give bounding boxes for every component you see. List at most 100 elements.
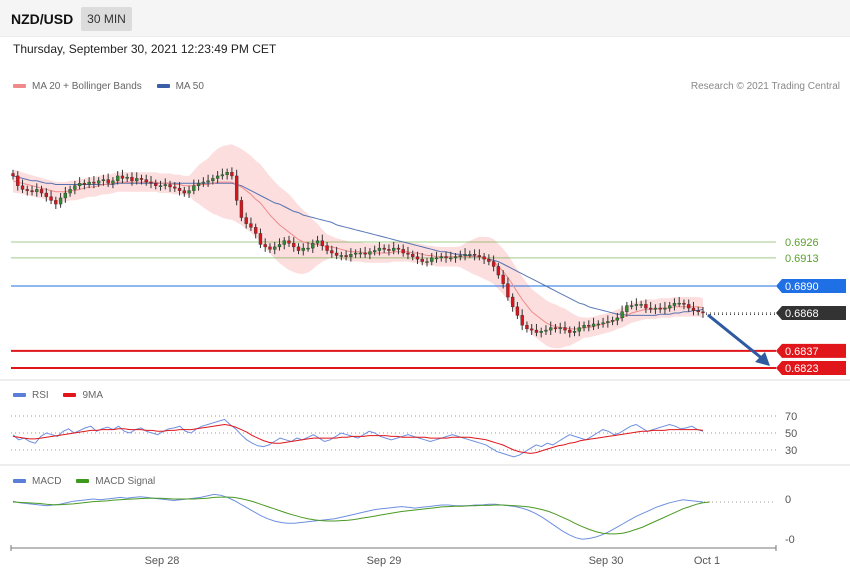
- candle: [263, 244, 267, 248]
- legend-ma20: MA 20 + Bollinger Bands: [13, 81, 142, 92]
- candle: [106, 179, 110, 184]
- candle: [610, 320, 615, 322]
- candle: [515, 306, 520, 316]
- candle: [368, 251, 372, 255]
- candle: [687, 304, 691, 309]
- candle: [563, 327, 567, 331]
- timeframe-badge[interactable]: 30 MIN: [81, 7, 132, 31]
- level-tag-3: [776, 343, 846, 358]
- candle: [544, 329, 548, 332]
- candle: [54, 200, 58, 205]
- candle: [420, 258, 424, 262]
- candle: [334, 252, 339, 256]
- candle: [292, 243, 296, 248]
- forecast-arrow-head: [755, 352, 770, 366]
- timestamp: Thursday, September 30, 2021 12:23:49 PM…: [13, 42, 277, 56]
- candle: [358, 252, 363, 255]
- candle: [149, 181, 153, 184]
- candle: [163, 184, 167, 186]
- candle: [268, 246, 272, 250]
- candle: [277, 244, 282, 248]
- candle: [387, 249, 391, 251]
- legend-macd-signal-label: MACD Signal: [95, 476, 156, 487]
- legend-swatch: [76, 479, 90, 484]
- candle: [392, 247, 396, 251]
- candle: [282, 240, 286, 245]
- x-tick-label: Sep 29: [367, 555, 402, 567]
- price-legend: MA 20 + Bollinger Bands MA 50: [13, 81, 216, 92]
- candle: [330, 250, 334, 254]
- candle: [30, 190, 34, 193]
- legend-macd: MACD: [13, 476, 61, 487]
- candle: [625, 305, 629, 312]
- candle: [211, 178, 215, 182]
- candle: [425, 261, 429, 263]
- x-tick-label: Sep 30: [589, 555, 624, 567]
- macd-tick-label: 0: [785, 494, 791, 506]
- candle: [63, 192, 68, 199]
- candle: [349, 254, 353, 257]
- candle: [606, 321, 610, 323]
- candle: [434, 257, 439, 260]
- candle: [254, 227, 258, 234]
- legend-ma50: MA 50: [156, 81, 204, 92]
- candle: [701, 311, 705, 314]
- candle: [230, 172, 234, 177]
- candle: [77, 183, 82, 186]
- candle: [582, 324, 586, 328]
- candle: [125, 176, 129, 179]
- candle: [477, 255, 482, 257]
- candle: [249, 223, 253, 228]
- candle: [16, 175, 20, 186]
- candle: [68, 189, 72, 194]
- candle: [549, 327, 553, 331]
- x-tick-label: Sep 28: [145, 555, 180, 567]
- rsi-line: [12, 418, 704, 458]
- candle: [601, 322, 605, 325]
- level-tag-2: [776, 279, 846, 294]
- candle: [596, 323, 600, 326]
- candle: [82, 183, 87, 185]
- candle: [510, 296, 515, 308]
- candle: [525, 324, 529, 330]
- legend-swatch: [13, 479, 26, 484]
- candle: [206, 180, 210, 183]
- candle: [363, 252, 367, 255]
- candle: [658, 307, 662, 310]
- candle: [506, 283, 510, 298]
- candle: [320, 240, 324, 246]
- candle: [406, 252, 410, 255]
- candle: [468, 254, 472, 256]
- candle: [382, 247, 386, 250]
- candle: [73, 185, 77, 190]
- candle: [520, 315, 524, 326]
- macd-line: [12, 493, 704, 540]
- candle: [273, 246, 277, 250]
- legend-rsi-ma: 9MA: [63, 390, 103, 401]
- candle: [644, 304, 648, 309]
- candle: [463, 254, 467, 256]
- candle: [158, 185, 163, 187]
- candle: [553, 327, 558, 330]
- candle: [672, 302, 677, 306]
- candle: [344, 255, 348, 257]
- candle: [306, 247, 310, 250]
- candle: [116, 175, 120, 182]
- candle: [668, 305, 672, 309]
- candle: [177, 187, 182, 191]
- candle: [182, 190, 186, 194]
- legend-swatch: [13, 393, 26, 398]
- candle: [325, 245, 329, 251]
- rsi-tick-label: 30: [785, 445, 797, 457]
- candle: [449, 257, 453, 260]
- candle: [444, 256, 448, 259]
- candle: [311, 243, 315, 249]
- candle: [315, 240, 320, 244]
- candle: [653, 307, 658, 310]
- ma20-line: [12, 180, 704, 330]
- candle: [691, 307, 696, 311]
- candle: [401, 249, 405, 254]
- candle: [192, 185, 196, 191]
- level-label-1: 0.6913: [785, 253, 819, 265]
- candle: [296, 246, 301, 251]
